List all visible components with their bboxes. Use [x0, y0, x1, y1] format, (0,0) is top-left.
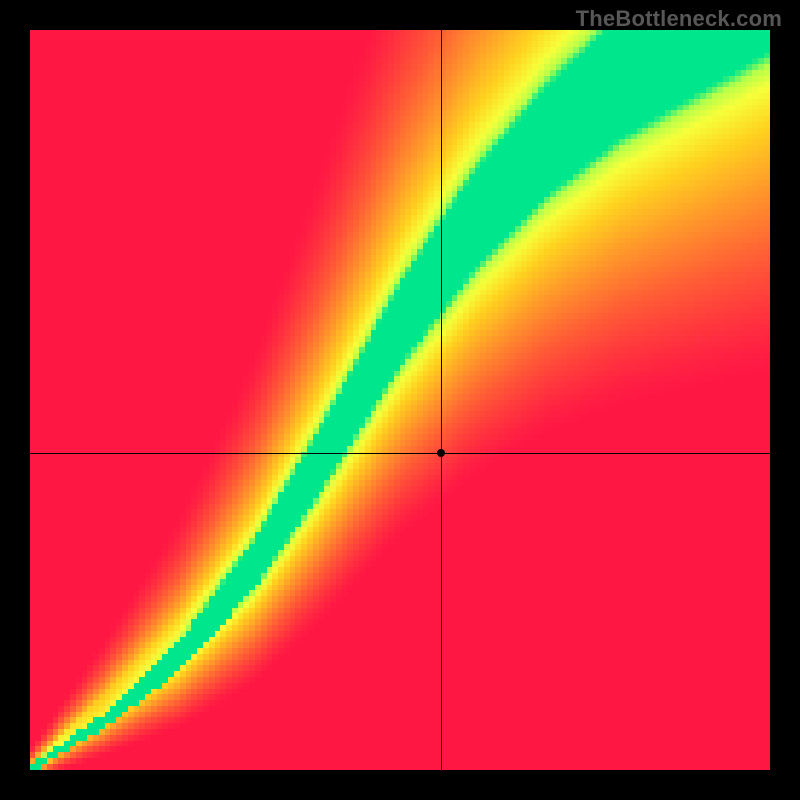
figure-root: { "watermark": { "text": "TheBottleneck.… — [0, 0, 800, 800]
heatmap-plot — [30, 30, 770, 770]
crosshair-horizontal — [30, 453, 770, 454]
crosshair-marker — [437, 449, 445, 457]
crosshair-vertical — [441, 30, 442, 770]
watermark-text: TheBottleneck.com — [576, 6, 782, 32]
heatmap-canvas — [30, 30, 770, 770]
